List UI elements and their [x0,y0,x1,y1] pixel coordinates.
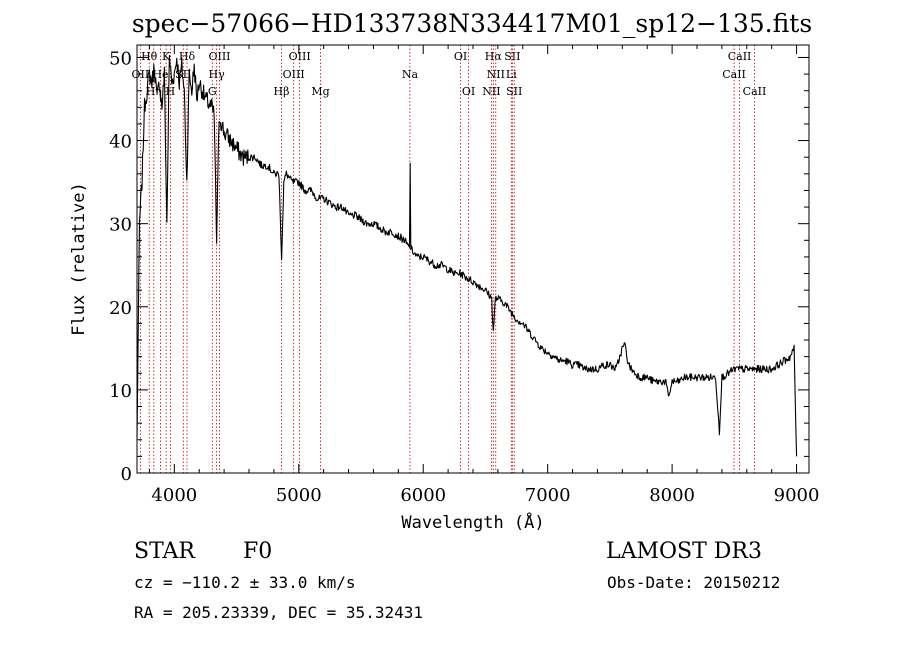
y-tick-label: 10 [109,381,132,402]
subclass: F0 [243,539,273,564]
x-tick-label: 9000 [774,485,820,506]
coordinates: RA = 205.23339, DEC = 35.32431 [134,603,423,622]
y-tick-label: 20 [109,298,132,319]
line-marker-label: Li [506,68,517,81]
line-marker-label: SII [504,50,520,63]
x-tick-label: 7000 [525,485,571,506]
x-tick-label: 6000 [400,485,446,506]
x-tick-label: 5000 [276,485,322,506]
line-marker-label: CaII [722,68,746,81]
line-marker-label: OI [454,50,467,63]
x-tick-label: 4000 [151,485,197,506]
line-marker-label: OIII [283,68,305,81]
y-tick-label: 0 [121,464,132,485]
plot-frame [136,44,810,474]
line-marker-label: Mg [311,85,329,98]
spectrum-line [136,55,798,457]
y-axis-label: Flux (relative) [69,182,89,336]
chart-title: spec−57066−HD133738N334417M01_sp12−135.f… [132,9,812,38]
line-marker-label: Hθ [141,50,158,63]
line-marker-label: CaII [728,50,752,63]
line-marker-label: OIII [208,50,230,63]
line-marker-label: OI [462,85,475,98]
line-marker-label: G [208,85,217,98]
line-marker-label: H [166,85,176,98]
y-tick-label: 30 [109,215,132,236]
line-marker-label: NII [482,85,500,98]
line-marker-label: Na [402,68,419,81]
survey-name: LAMOST DR3 [606,539,762,564]
x-tick-label: 8000 [649,485,695,506]
line-marker-label: Hγ [209,68,226,81]
y-tick-label: 40 [109,132,132,153]
line-marker-label: Hα [485,50,503,63]
line-marker-label: CaII [743,85,767,98]
obs-date: Obs-Date: 20150212 [607,573,781,592]
line-marker-label: K [162,50,171,63]
series-layer [136,55,798,457]
line-marker-label: OIII [289,50,311,63]
redshift-text: cz = −110.2 ± 33.0 km/s [134,573,356,592]
x-axis-label: Wavelength (Å) [401,511,544,533]
axes: 4000 5000 6000 7000 8000 9000 0 10 20 30 40 50 [109,45,819,506]
line-marker-label: SII [506,85,522,98]
line-marker-label: Hβ [274,85,290,98]
line-marker-label: NII [487,68,505,81]
y-tick-label: 50 [109,48,132,69]
object-class: STAR [134,539,195,564]
